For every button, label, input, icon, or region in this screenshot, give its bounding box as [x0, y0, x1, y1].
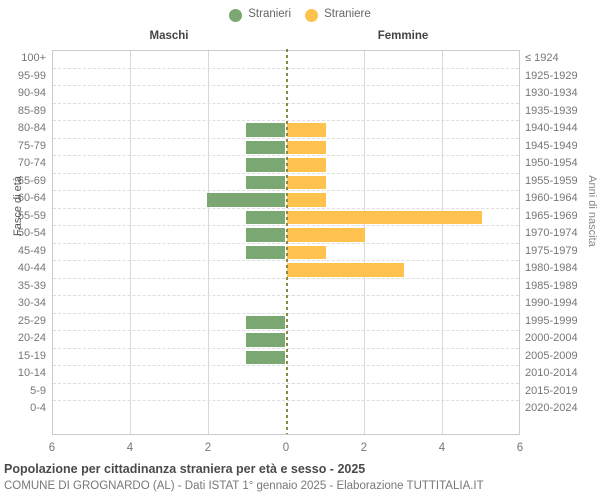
- center-axis-line: [286, 49, 288, 434]
- birth-year-tick-label: 1955-1959: [525, 174, 578, 187]
- gridline-left-4: [130, 51, 131, 434]
- bar-female[interactable]: [287, 245, 326, 259]
- birth-year-tick-label: 1975-1979: [525, 244, 578, 257]
- x-tick-label: 4: [126, 442, 134, 454]
- bar-female[interactable]: [287, 158, 326, 172]
- bar-female[interactable]: [287, 263, 404, 277]
- gridline-right-4: [442, 51, 443, 434]
- birth-year-tick-label: 2015-2019: [525, 384, 578, 397]
- circle-icon: [305, 8, 319, 22]
- legend-label-stranieri: Stranieri: [248, 8, 292, 21]
- bar-male[interactable]: [246, 350, 285, 364]
- age-tick-label: 25-29: [17, 314, 46, 327]
- age-tick-label: 30-34: [17, 297, 46, 309]
- birth-year-tick-label: ≤ 1924: [525, 52, 559, 64]
- birth-year-tick-label: 1990-1994: [525, 297, 578, 309]
- birth-year-tick-label: 2005-2009: [525, 349, 578, 362]
- bar-male[interactable]: [246, 315, 285, 329]
- age-tick-label: 85-89: [17, 104, 46, 117]
- age-tick-label: 5-9: [30, 384, 46, 397]
- axis-title-anni-di-nascita: Anni di nascita: [586, 175, 598, 247]
- bar-female[interactable]: [287, 193, 326, 207]
- bar-male[interactable]: [246, 210, 285, 224]
- age-tick-label: 80-84: [17, 122, 46, 134]
- x-axis: 6 4 2 0 2 4 6: [48, 436, 524, 456]
- age-tick-label: 75-79: [17, 139, 46, 152]
- birth-year-tick-label: 1930-1934: [525, 87, 578, 99]
- chart-legend: Stranieri Straniere: [0, 4, 600, 26]
- header-femmine: Femmine: [377, 30, 429, 42]
- age-tick-label: 95-99: [17, 69, 46, 82]
- x-tick-label: 6: [48, 442, 56, 454]
- age-tick-label: 20-24: [17, 332, 46, 344]
- age-tick-label: 60-64: [17, 192, 46, 204]
- age-tick-label: 50-54: [17, 227, 46, 239]
- birth-year-tick-label: 1945-1949: [525, 139, 578, 152]
- legend-item-stranieri[interactable]: Stranieri: [229, 8, 292, 22]
- age-tick-label: 55-59: [17, 209, 46, 222]
- bar-female[interactable]: [287, 140, 326, 154]
- bar-male[interactable]: [246, 123, 285, 137]
- birth-year-tick-label: 1980-1984: [525, 262, 578, 274]
- age-tick-label: 40-44: [17, 262, 46, 274]
- birth-year-tick-label: 1935-1939: [525, 104, 578, 117]
- bar-male[interactable]: [246, 140, 285, 154]
- bar-male[interactable]: [246, 175, 285, 189]
- gridline-right-2: [364, 51, 365, 434]
- birth-year-tick-label: 1985-1989: [525, 279, 578, 292]
- birth-year-tick-label: 2000-2004: [525, 332, 578, 344]
- birth-year-tick-label: 2020-2024: [525, 402, 578, 414]
- bar-female[interactable]: [287, 123, 326, 137]
- caption-title: Popolazione per cittadinanza straniera p…: [4, 462, 366, 476]
- birth-year-tick-label: 1965-1969: [525, 209, 578, 222]
- age-tick-label: 15-19: [17, 349, 46, 362]
- x-tick-label: 6: [516, 442, 524, 454]
- birth-year-tick-label: 1925-1929: [525, 69, 578, 82]
- bar-male[interactable]: [246, 245, 285, 259]
- birth-year-tick-label: 1960-1964: [525, 192, 578, 204]
- bar-female[interactable]: [287, 228, 365, 242]
- legend-label-straniere: Straniere: [324, 8, 371, 21]
- x-tick-label: 4: [438, 442, 446, 454]
- birth-year-tick-label: 1940-1944: [525, 122, 578, 134]
- x-tick-label: 0: [282, 442, 290, 454]
- x-tick-label: 2: [360, 442, 368, 454]
- birth-year-tick-label: 2010-2014: [525, 367, 578, 379]
- birth-year-tick-label: 1995-1999: [525, 314, 578, 327]
- bar-male[interactable]: [246, 158, 285, 172]
- axis-title-fasce-di-eta: Fasce di età: [12, 176, 24, 236]
- legend-item-straniere[interactable]: Straniere: [305, 8, 371, 22]
- age-tick-label: 0-4: [30, 402, 46, 414]
- bar-female[interactable]: [287, 175, 326, 189]
- age-tick-label: 90-94: [17, 87, 46, 99]
- birth-year-tick-label: 1970-1974: [525, 227, 578, 239]
- bar-male[interactable]: [246, 333, 285, 347]
- caption-subtitle: COMUNE DI GROGNARDO (AL) - Dati ISTAT 1°…: [4, 480, 484, 492]
- age-tick-label: 10-14: [17, 367, 46, 379]
- caption: Popolazione per cittadinanza straniera p…: [4, 461, 596, 494]
- birth-year-tick-label: 1950-1954: [525, 157, 578, 169]
- age-tick-label: 35-39: [17, 279, 46, 292]
- age-tick-label: 65-69: [17, 174, 46, 187]
- circle-icon: [229, 8, 243, 22]
- age-tick-label: 70-74: [17, 157, 46, 169]
- header-maschi: Maschi: [149, 30, 189, 42]
- age-tick-label: 45-49: [17, 244, 46, 257]
- x-tick-label: 2: [204, 442, 212, 454]
- plot-area: [52, 49, 520, 435]
- gridline-left-2: [208, 51, 209, 434]
- bar-female[interactable]: [287, 210, 482, 224]
- bar-male[interactable]: [246, 228, 285, 242]
- bar-male[interactable]: [207, 193, 285, 207]
- age-tick-label: 100+: [21, 52, 46, 64]
